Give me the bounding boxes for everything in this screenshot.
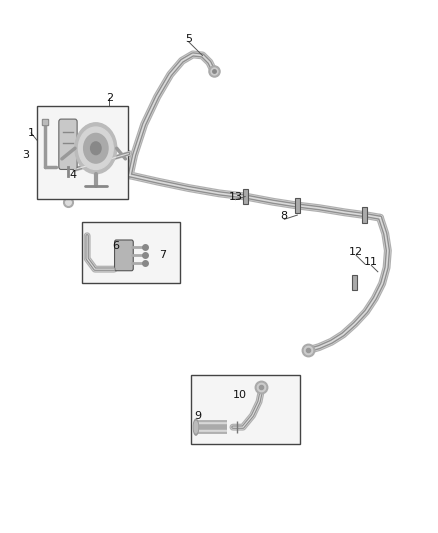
Text: 11: 11 <box>364 257 378 267</box>
Bar <box>37 106 128 199</box>
Circle shape <box>91 142 101 155</box>
Ellipse shape <box>194 421 198 433</box>
Text: 4: 4 <box>70 171 77 180</box>
Text: 12: 12 <box>349 247 363 257</box>
Bar <box>295 198 300 213</box>
Ellipse shape <box>193 419 198 435</box>
Circle shape <box>78 127 113 169</box>
Bar <box>191 375 300 444</box>
Text: 7: 7 <box>159 250 166 260</box>
Bar <box>362 207 367 223</box>
Bar <box>82 222 180 284</box>
Text: 10: 10 <box>233 390 247 400</box>
Circle shape <box>84 133 108 163</box>
Bar <box>352 275 357 290</box>
Text: 9: 9 <box>194 411 201 421</box>
Text: 3: 3 <box>22 150 29 160</box>
Text: 8: 8 <box>281 211 288 221</box>
Text: 13: 13 <box>229 191 243 201</box>
Text: 2: 2 <box>106 93 113 103</box>
FancyBboxPatch shape <box>115 240 133 271</box>
Circle shape <box>75 123 117 174</box>
Text: 1: 1 <box>28 128 35 138</box>
Bar <box>243 189 248 204</box>
FancyBboxPatch shape <box>59 119 77 169</box>
Text: 6: 6 <box>112 241 119 252</box>
Text: 5: 5 <box>185 34 192 44</box>
